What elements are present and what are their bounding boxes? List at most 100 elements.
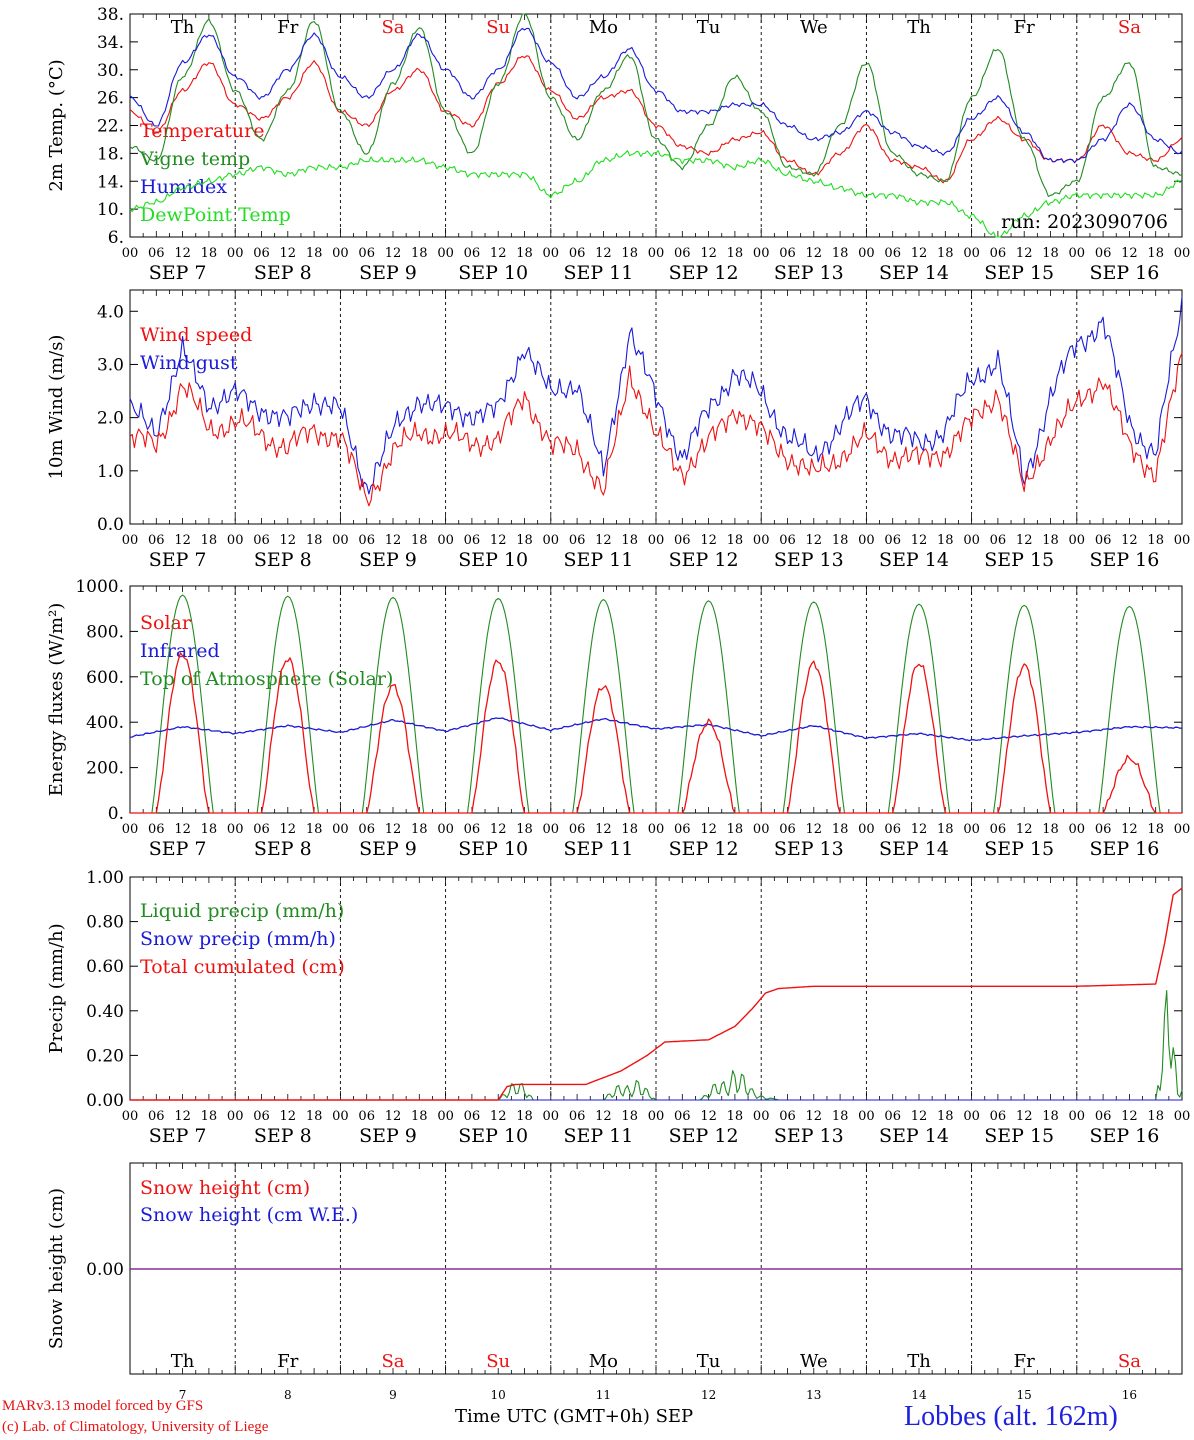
y-axis-title: Snow height (cm): [46, 1188, 67, 1349]
hour-tick-label: 00: [122, 1109, 139, 1124]
hour-tick-label: 00: [963, 246, 980, 261]
date-label: SEP 9: [359, 262, 417, 284]
hour-tick-label: 00: [1174, 1109, 1191, 1124]
hour-tick-label: 06: [990, 822, 1007, 837]
hour-tick-label: 18: [201, 822, 218, 837]
hour-tick-label: 12: [1121, 533, 1138, 548]
hour-tick-label: 18: [201, 533, 218, 548]
legend-temperature: Temperature: [140, 120, 264, 142]
hour-tick-label: 06: [884, 822, 901, 837]
day-number-label: 12: [701, 1388, 716, 1402]
hour-tick-label: 00: [963, 1109, 980, 1124]
y-tick-label: 400.: [86, 713, 124, 733]
day-number-label: 15: [1017, 1388, 1032, 1402]
hour-tick-label: 06: [569, 246, 586, 261]
date-label: SEP 16: [1089, 838, 1159, 860]
y-tick-label: 1000.: [75, 577, 124, 597]
series-vigne-temp: [129, 13, 1183, 198]
hour-tick-label: 06: [990, 533, 1007, 548]
hour-tick-label: 00: [648, 822, 665, 837]
hour-tick-label: 06: [464, 822, 481, 837]
day-number-label: 8: [284, 1388, 292, 1402]
legend-vigne-temp: Vigne temp: [139, 148, 250, 170]
hour-tick-label: 00: [122, 246, 139, 261]
hour-tick-label: 00: [1174, 246, 1191, 261]
day-number-label: 13: [806, 1388, 821, 1402]
hour-tick-label: 00: [858, 1109, 875, 1124]
hour-tick-label: 12: [280, 1109, 297, 1124]
y-tick-label: 0.60: [86, 957, 124, 977]
date-label: SEP 15: [984, 838, 1054, 860]
hour-tick-label: 12: [1121, 822, 1138, 837]
hour-tick-label: 12: [280, 822, 297, 837]
hour-tick-label: 18: [1147, 1109, 1164, 1124]
legend-infrared: Infrared: [140, 640, 220, 662]
weekday-label: Fr: [1014, 1351, 1035, 1372]
hour-tick-label: 00: [753, 1109, 770, 1124]
hour-tick-label: 06: [358, 246, 375, 261]
hour-tick-label: 00: [1069, 246, 1086, 261]
hour-tick-label: 18: [411, 1109, 428, 1124]
hour-tick-label: 12: [1016, 1109, 1033, 1124]
y-axis-title: Precip (mm/h): [46, 923, 67, 1053]
date-label: SEP 7: [149, 838, 207, 860]
series-total-cumulated-cm-: [130, 887, 1183, 1101]
date-label: SEP 12: [669, 549, 739, 571]
y-tick-label: 800.: [86, 622, 124, 642]
hour-tick-label: 12: [174, 533, 191, 548]
hour-tick-label: 00: [1174, 533, 1191, 548]
hour-tick-label: 12: [700, 246, 717, 261]
hour-tick-label: 12: [700, 822, 717, 837]
hour-tick-label: 18: [1042, 822, 1059, 837]
y-tick-label: 0.00: [86, 1091, 124, 1111]
weekday-label: Th: [171, 1351, 195, 1372]
weekday-label: Sa: [1118, 17, 1141, 38]
date-label: SEP 9: [359, 838, 417, 860]
copyright-credit: (c) Lab. of Climatology, University of L…: [2, 1419, 269, 1435]
y-tick-label: 14.: [97, 172, 124, 192]
weekday-label: Tu: [697, 1351, 721, 1372]
hour-tick-label: 18: [937, 246, 954, 261]
hour-tick-label: 00: [332, 1109, 349, 1124]
hour-tick-label: 00: [543, 822, 560, 837]
legend-total-cumulated-cm-: Total cumulated (cm): [140, 956, 345, 978]
date-label: SEP 13: [774, 549, 844, 571]
hour-tick-label: 18: [1042, 1109, 1059, 1124]
hour-tick-label: 06: [1095, 533, 1112, 548]
weekday-label: Fr: [277, 17, 298, 38]
hour-tick-label: 00: [437, 533, 454, 548]
date-label: SEP 11: [563, 1125, 633, 1147]
series-wind-speed: [129, 352, 1183, 507]
weekday-label: Fr: [1014, 17, 1035, 38]
day-number-label: 14: [911, 1388, 927, 1402]
hour-tick-label: 06: [253, 533, 270, 548]
hour-tick-label: 12: [385, 822, 402, 837]
weekday-label: We: [800, 17, 828, 38]
weekday-label: Th: [907, 17, 931, 38]
hour-tick-label: 00: [122, 822, 139, 837]
y-tick-label: 0.: [108, 804, 124, 824]
date-label: SEP 14: [879, 838, 949, 860]
date-label: SEP 14: [879, 262, 949, 284]
hour-tick-label: 06: [779, 246, 796, 261]
date-label: SEP 8: [254, 1125, 312, 1147]
hour-tick-label: 12: [595, 533, 612, 548]
date-label: SEP 10: [458, 549, 528, 571]
hour-tick-label: 18: [621, 1109, 638, 1124]
date-label: SEP 12: [669, 262, 739, 284]
hour-tick-label: 12: [595, 246, 612, 261]
hour-tick-label: 06: [148, 822, 165, 837]
hour-tick-label: 12: [490, 1109, 507, 1124]
hour-tick-label: 18: [621, 246, 638, 261]
hour-tick-label: 06: [358, 822, 375, 837]
hour-tick-label: 12: [280, 533, 297, 548]
hour-tick-label: 18: [832, 246, 849, 261]
hour-tick-label: 12: [700, 1109, 717, 1124]
hour-tick-label: 00: [1069, 1109, 1086, 1124]
hour-tick-label: 12: [911, 533, 928, 548]
date-label: SEP 15: [984, 549, 1054, 571]
hour-tick-label: 00: [753, 822, 770, 837]
y-tick-label: 10.: [97, 200, 124, 220]
hour-tick-label: 00: [543, 246, 560, 261]
hour-tick-label: 06: [990, 246, 1007, 261]
